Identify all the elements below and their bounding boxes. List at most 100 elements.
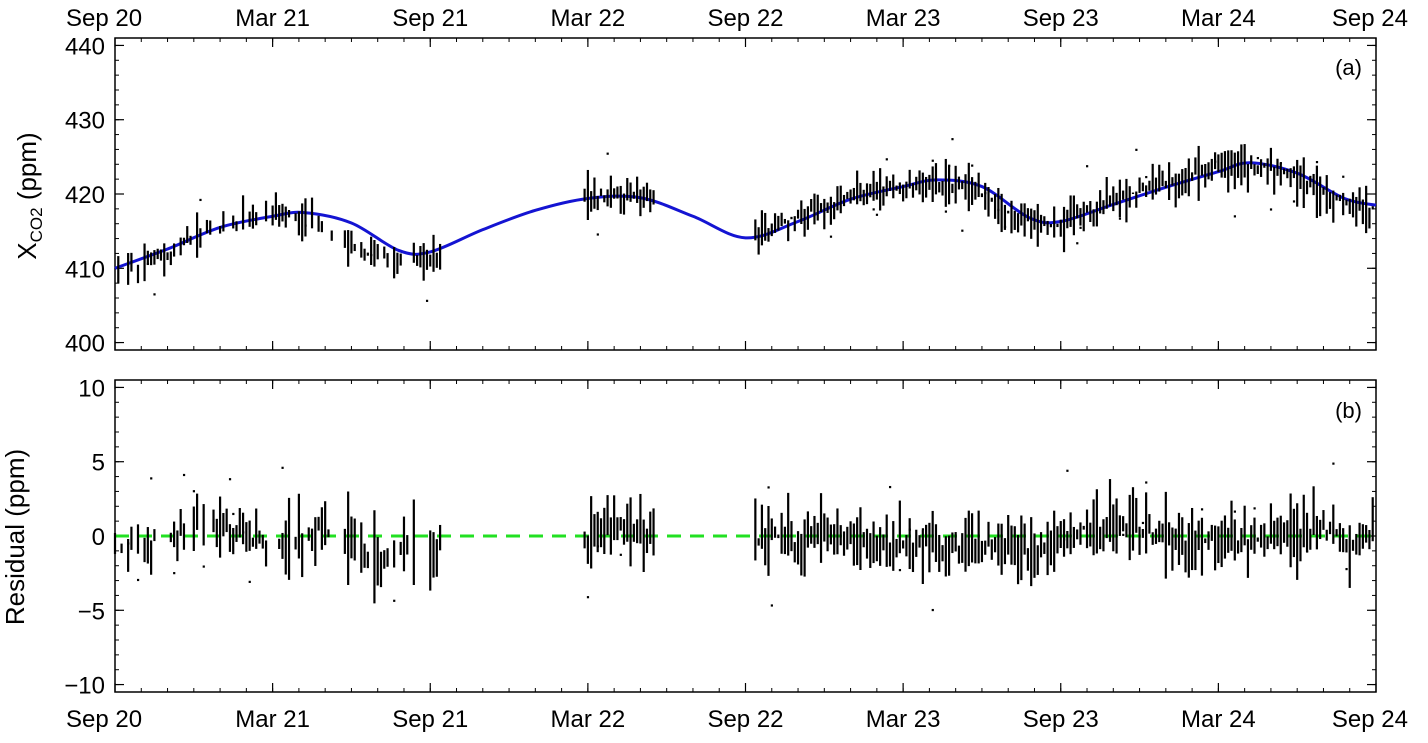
- y-tick-label: 5: [92, 450, 105, 477]
- fit-curve-line: [114, 161, 1377, 270]
- outlier-point: [1214, 160, 1217, 163]
- outlier-point: [885, 158, 888, 161]
- x-tick-label: Sep 24: [1332, 5, 1408, 32]
- outlier-point: [150, 477, 153, 480]
- plot-frame: [114, 37, 1377, 351]
- panel-a: XCO2 (ppm) (a) Sep 20 Mar 21 Sep 21 Mar 22 S…: [12, 5, 1408, 358]
- x-tick-label: Mar 23: [866, 706, 941, 733]
- x-tick-label: Mar 24: [1181, 5, 1256, 32]
- outlier-point: [1345, 567, 1348, 571]
- outlier-point: [951, 138, 954, 141]
- outlier-point: [596, 545, 599, 548]
- outlier-point: [1315, 160, 1319, 164]
- outlier-point: [829, 235, 833, 238]
- outlier-point: [961, 229, 964, 232]
- x-tick-label: Mar 22: [551, 706, 626, 733]
- outlier-point: [921, 528, 925, 531]
- outlier-point: [596, 233, 599, 236]
- panel-b: Residual (ppm) (b) Sep 20 Mar 21 Sep 21 Mar…: [0, 375, 1408, 733]
- outlier-point: [393, 599, 396, 602]
- outlier-point: [425, 299, 429, 302]
- outlier-point: [971, 164, 974, 167]
- outlier-point: [767, 486, 770, 489]
- outlier-point: [984, 192, 987, 195]
- outlier-point: [248, 580, 251, 583]
- outlier-point: [898, 568, 902, 572]
- outlier-point: [281, 466, 284, 469]
- x-tick-label: Sep 21: [392, 5, 468, 32]
- outlier-point: [1233, 510, 1236, 513]
- outlier-point: [1332, 462, 1335, 465]
- x-tick-label: Sep 22: [707, 706, 783, 733]
- outlier-point: [1233, 215, 1236, 218]
- outlier-point: [232, 512, 235, 516]
- panel-a-marks: Sep 20 Mar 21 Sep 21 Mar 22 Sep 22 Mar 23 Sep …: [65, 5, 1408, 358]
- x-tick-label: Mar 21: [235, 5, 310, 32]
- x-tick-label: Sep 23: [1023, 5, 1099, 32]
- y-tick-label: −5: [78, 598, 105, 625]
- outlier-point: [1200, 508, 1204, 511]
- panel-b-tag: (b): [1335, 398, 1362, 423]
- outlier-point: [153, 293, 156, 296]
- outlier-point: [908, 528, 911, 531]
- x-tick-label: Sep 24: [1332, 706, 1408, 733]
- outlier-point: [146, 262, 150, 266]
- outlier-point: [1145, 481, 1148, 484]
- outlier-point: [242, 531, 245, 534]
- panel-b-ylabel: Residual (ppm): [0, 449, 30, 625]
- outlier-point: [1086, 165, 1089, 168]
- outlier-point: [1076, 242, 1079, 245]
- panel-a-tag: (a): [1335, 55, 1362, 80]
- outlier-point: [944, 210, 948, 213]
- x-tick-label: Sep 23: [1023, 706, 1099, 733]
- y-tick-label: 0: [92, 524, 105, 551]
- outlier-point: [931, 608, 934, 612]
- x-tick-label: Sep 20: [66, 706, 142, 733]
- y-tick-label: 400: [65, 331, 105, 358]
- outlier-point: [931, 159, 934, 162]
- y-tick-label: 420: [65, 182, 105, 209]
- outlier-point: [199, 198, 202, 202]
- outlier-point: [173, 572, 176, 575]
- y-tick-label: −10: [64, 673, 105, 700]
- outlier-point: [202, 565, 205, 568]
- outlier-point: [1079, 226, 1082, 229]
- outlier-point: [1342, 175, 1345, 178]
- outlier-point: [1145, 175, 1148, 179]
- panel-b-marks: Sep 20 Mar 21 Sep 21 Mar 22 Sep 22 Mar 23 Sep …: [64, 375, 1408, 733]
- outlier-point: [1141, 521, 1145, 525]
- x-tick-label: Sep 22: [707, 5, 783, 32]
- outlier-point: [192, 490, 196, 493]
- outlier-point: [370, 254, 373, 257]
- outlier-point: [127, 542, 130, 545]
- outlier-point: [619, 553, 622, 556]
- outlier-point: [1066, 469, 1069, 472]
- outlier-point: [1122, 533, 1125, 536]
- outlier-point: [228, 478, 232, 481]
- outlier-point: [1306, 550, 1309, 553]
- x-tick-label: Mar 22: [551, 5, 626, 32]
- outlier-point: [182, 473, 186, 477]
- outlier-point: [1256, 156, 1259, 160]
- outlier-point: [872, 208, 875, 211]
- panel-a-ylabel: XCO2 (ppm): [12, 132, 46, 259]
- outlier-point: [586, 596, 590, 599]
- x-tick-label: Mar 23: [866, 5, 941, 32]
- outlier-point: [770, 604, 773, 607]
- y-tick-label: 10: [78, 375, 105, 402]
- outlier-point: [948, 164, 951, 167]
- outlier-point: [1269, 208, 1273, 211]
- y-tick-label: 430: [65, 108, 105, 135]
- outlier-point: [1063, 538, 1066, 541]
- outlier-point: [606, 152, 609, 155]
- outlier-point: [997, 208, 1000, 212]
- x-tick-label: Mar 24: [1181, 706, 1256, 733]
- outlier-point: [1253, 507, 1256, 510]
- y-tick-label: 440: [65, 33, 105, 60]
- x-tick-label: Sep 21: [392, 706, 468, 733]
- outlier-point: [1279, 162, 1282, 165]
- outlier-point: [1118, 217, 1122, 220]
- outlier-point: [136, 578, 140, 582]
- outlier-point: [1292, 200, 1296, 203]
